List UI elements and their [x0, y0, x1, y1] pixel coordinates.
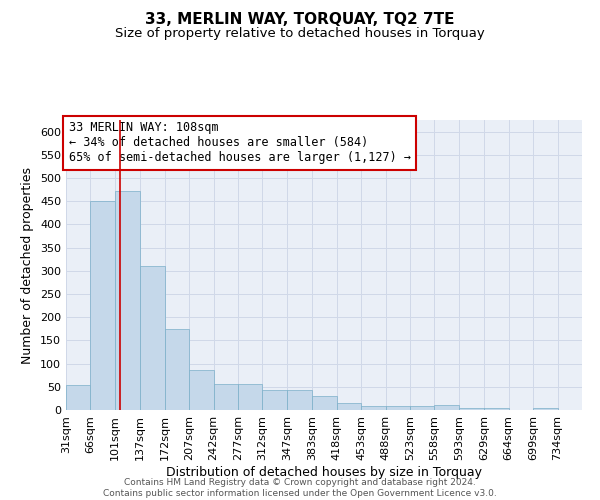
X-axis label: Distribution of detached houses by size in Torquay: Distribution of detached houses by size … [166, 466, 482, 478]
Text: Size of property relative to detached houses in Torquay: Size of property relative to detached ho… [115, 28, 485, 40]
Y-axis label: Number of detached properties: Number of detached properties [22, 166, 34, 364]
Bar [164, 329, 189, 410]
Bar [189, 370, 214, 410]
Bar [459, 408, 484, 410]
Bar [434, 406, 459, 410]
Bar [140, 266, 164, 410]
Bar [484, 408, 509, 410]
Bar [312, 396, 337, 410]
Bar [337, 403, 361, 410]
Bar [262, 390, 287, 410]
Bar [361, 406, 386, 410]
Text: Contains HM Land Registry data © Crown copyright and database right 2024.
Contai: Contains HM Land Registry data © Crown c… [103, 478, 497, 498]
Bar [91, 200, 115, 410]
Bar [238, 384, 262, 410]
Bar [386, 406, 410, 410]
Bar [533, 408, 557, 410]
Bar [115, 192, 140, 410]
Text: 33 MERLIN WAY: 108sqm
← 34% of detached houses are smaller (584)
65% of semi-det: 33 MERLIN WAY: 108sqm ← 34% of detached … [68, 122, 410, 164]
Bar [287, 390, 312, 410]
Text: 33, MERLIN WAY, TORQUAY, TQ2 7TE: 33, MERLIN WAY, TORQUAY, TQ2 7TE [145, 12, 455, 28]
Bar [410, 406, 434, 410]
Bar [214, 384, 238, 410]
Bar [66, 386, 91, 410]
